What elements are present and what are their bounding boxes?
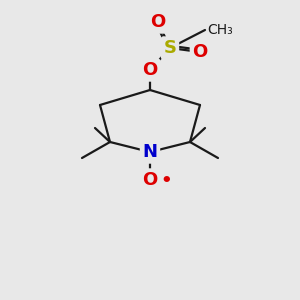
Text: •: • (160, 172, 172, 190)
Text: N: N (142, 143, 158, 161)
Text: O: O (150, 13, 166, 31)
Text: O: O (142, 171, 158, 189)
Text: O: O (142, 61, 158, 79)
Text: CH₃: CH₃ (207, 23, 233, 37)
Text: O: O (192, 43, 208, 61)
Text: S: S (164, 39, 176, 57)
